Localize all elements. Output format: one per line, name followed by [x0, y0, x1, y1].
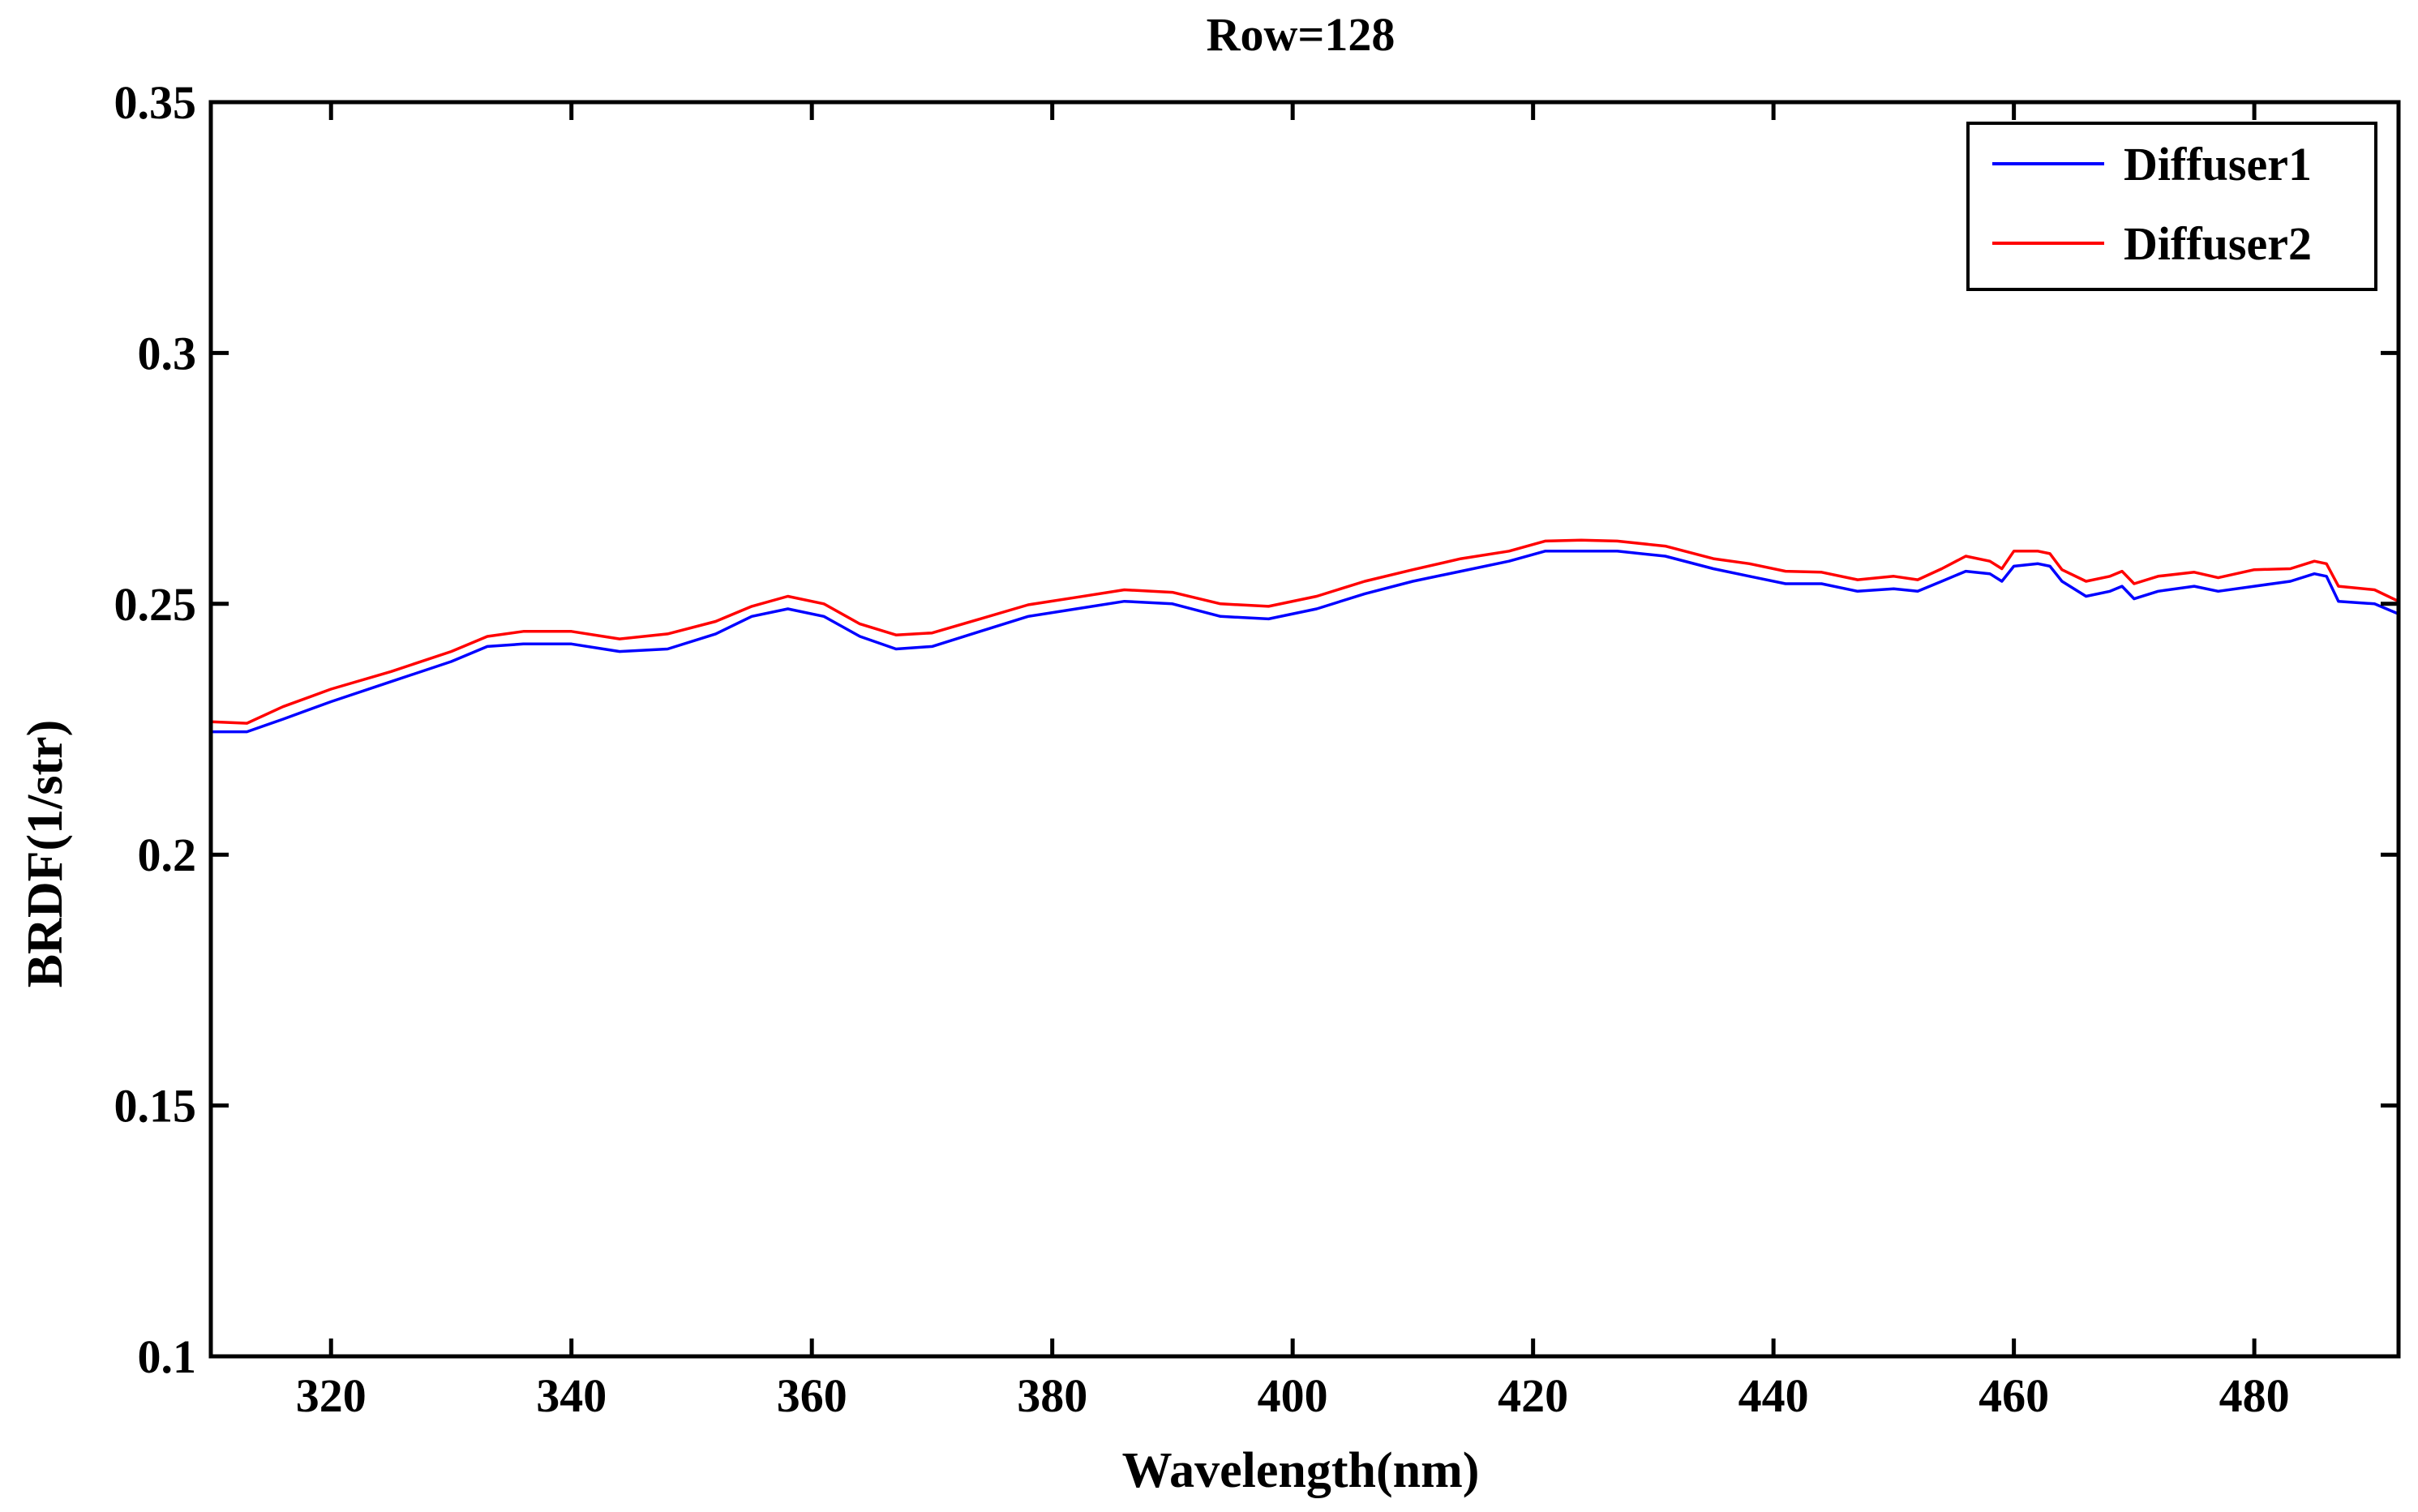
x-tick-label: 360: [777, 1369, 847, 1422]
x-tick-label: 480: [2219, 1369, 2290, 1422]
y-tick-label: 0.3: [138, 327, 197, 379]
x-tick-label: 320: [296, 1369, 367, 1422]
x-tick-label: 440: [1738, 1369, 1809, 1422]
x-tick-label: 340: [536, 1369, 607, 1422]
x-axis-title: Wavelength(nm): [1122, 1443, 1480, 1498]
y-axis-title: BRDF(1/str): [18, 720, 73, 988]
y-tick-label: 0.35: [114, 76, 197, 129]
x-tick-label: 380: [1017, 1369, 1087, 1422]
legend-label-2: Diffuser2: [2124, 217, 2312, 270]
chart-title: Row=128: [1207, 8, 1395, 61]
x-tick-label: 460: [1979, 1369, 2049, 1422]
y-tick-label: 0.1: [138, 1330, 197, 1383]
y-tick-label: 0.2: [138, 829, 197, 881]
x-tick-label: 420: [1498, 1369, 1568, 1422]
legend-label-1: Diffuser1: [2124, 138, 2312, 191]
series-line-1: [209, 550, 2400, 734]
legend-box: [1966, 122, 2377, 291]
y-tick-label: 0.25: [114, 578, 197, 631]
series-line-2: [209, 538, 2400, 725]
x-tick-label: 400: [1258, 1369, 1328, 1422]
y-tick-label: 0.15: [114, 1080, 197, 1133]
axes-frame: [208, 100, 2401, 1359]
plot-area: 320 340 360 380 400 420 440 460 480 0.1 0.15 0.2 0.2…: [114, 76, 2401, 1422]
